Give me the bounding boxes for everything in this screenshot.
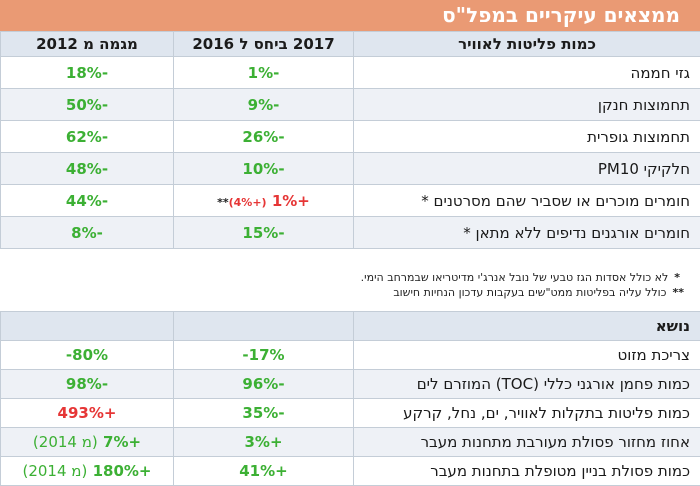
- air-emissions-table: כמות פליטות לאוויר 2017 ביחס ל 2016 מגמה…: [0, 31, 700, 249]
- footnote-2-marker: **: [672, 286, 684, 299]
- page-title: ממצאים עיקריים במפל"ס: [0, 0, 700, 31]
- row-label: חומרים אורגנים נדיפים ללא מתאן *: [354, 217, 700, 249]
- row-label: חומרים מוכרים או שסביר שהם מסרטנים *: [354, 185, 700, 217]
- header-vs2016: 2017 ביחס ל 2016: [174, 32, 354, 57]
- header-empty-1: [174, 312, 354, 341]
- table-row: חלקיקי PM10 -10% -48%: [1, 153, 700, 185]
- value-vs2016-main: +1%: [272, 192, 310, 210]
- table-row: גזי חממה -1% -18%: [1, 57, 700, 89]
- findings-page: ממצאים עיקריים במפל"ס כמות פליטות לאוויר…: [0, 0, 700, 456]
- value-trend2012-note: (מ 2014): [22, 462, 87, 480]
- value-trend2012: +7% (מ 2014): [1, 428, 174, 457]
- value-vs2016: -96%: [174, 370, 354, 399]
- value-vs2016-stars: **: [217, 196, 229, 209]
- table-row: תחמוצות חנקן -9% -50%: [1, 89, 700, 121]
- row-label: תחמוצות גופרית: [354, 121, 700, 153]
- value-trend2012: -62%: [1, 121, 174, 153]
- value-vs2016: -26%: [174, 121, 354, 153]
- value-vs2016: -10%: [174, 153, 354, 185]
- value-trend2012: -8%: [1, 217, 174, 249]
- value-vs2016: 17%-: [174, 341, 354, 370]
- table-row: כמות פסולת בניין מטופלת בתחנות מעבר +41%…: [1, 457, 700, 486]
- footnote-1: * לא כולל אסדות הגז טבעי של נובל אנרג'י מ…: [10, 270, 684, 285]
- value-vs2016: -15%: [174, 217, 354, 249]
- value-vs2016: +1% (+4%)**: [174, 185, 354, 217]
- value-vs2016: -9%: [174, 89, 354, 121]
- footnote-2: ** כולל עליה בפליטות ממט"שים בעקבות עדכון…: [10, 285, 684, 300]
- row-label: גזי חממה: [354, 57, 700, 89]
- value-trend2012: +180% (מ 2014): [1, 457, 174, 486]
- value-trend2012: -44%: [1, 185, 174, 217]
- row-label: כמות פסולת בניין מטופלת בתחנות מעבר: [354, 457, 700, 486]
- value-vs2016-note: (+4%): [229, 196, 267, 209]
- table-row: כמות פחמן אורגני כללי (TOC) המוזרם לים -…: [1, 370, 700, 399]
- table-row: אחוז מחזור פסולת מעורבת מתחנות מעבר +3% …: [1, 428, 700, 457]
- row-label: כמות פליטות בתקלות לאוויר, ים, נחל, קרקע: [354, 399, 700, 428]
- table-row: צריכת מזוט 17%- 80%-: [1, 341, 700, 370]
- row-label: צריכת מזוט: [354, 341, 700, 370]
- value-trend2012-main: +7%: [103, 433, 141, 451]
- footnote-2-text: כולל עליה בפליטות ממט"שים בעקבות עדכון ה…: [393, 286, 666, 299]
- table-header-row: נושא: [1, 312, 700, 341]
- row-label: תחמוצות חנקן: [354, 89, 700, 121]
- table-row: תחמוצות גופרית -26% -62%: [1, 121, 700, 153]
- value-trend2012: -48%: [1, 153, 174, 185]
- value-trend2012: +493%: [1, 399, 174, 428]
- table-row: כמות פליטות בתקלות לאוויר, ים, נחל, קרקע…: [1, 399, 700, 428]
- topics-table: נושא צריכת מזוט 17%- 80%- כמות פחמן אורג…: [0, 311, 700, 486]
- footnote-1-text: לא כולל אסדות הגז טבעי של נובל אנרג'י מד…: [361, 271, 669, 284]
- value-trend2012-note: (מ 2014): [33, 433, 98, 451]
- header-category: כמות פליטות לאוויר: [354, 32, 700, 57]
- row-label: כמות פחמן אורגני כללי (TOC) המוזרם לים: [354, 370, 700, 399]
- value-trend2012: -50%: [1, 89, 174, 121]
- value-trend2012: -18%: [1, 57, 174, 89]
- table-row: חומרים מוכרים או שסביר שהם מסרטנים * +1%…: [1, 185, 700, 217]
- table-header-row: כמות פליטות לאוויר 2017 ביחס ל 2016 מגמה…: [1, 32, 700, 57]
- row-label: חלקיקי PM10: [354, 153, 700, 185]
- value-vs2016: -1%: [174, 57, 354, 89]
- header-trend2012: מגמה מ 2012: [1, 32, 174, 57]
- footnote-1-marker: *: [674, 271, 680, 284]
- value-vs2016: +3%: [174, 428, 354, 457]
- row-label: אחוז מחזור פסולת מעורבת מתחנות מעבר: [354, 428, 700, 457]
- header-empty-2: [1, 312, 174, 341]
- header-topic: נושא: [354, 312, 700, 341]
- value-vs2016: +41%: [174, 457, 354, 486]
- value-vs2016: -35%: [174, 399, 354, 428]
- footnotes: * לא כולל אסדות הגז טבעי של נובל אנרג'י מ…: [0, 268, 700, 311]
- value-trend2012: 80%-: [1, 341, 174, 370]
- table-row: חומרים אורגנים נדיפים ללא מתאן * -15% -8…: [1, 217, 700, 249]
- value-trend2012-main: +180%: [93, 462, 152, 480]
- value-trend2012: -98%: [1, 370, 174, 399]
- row-label-text: חלקיקי PM10: [598, 160, 690, 178]
